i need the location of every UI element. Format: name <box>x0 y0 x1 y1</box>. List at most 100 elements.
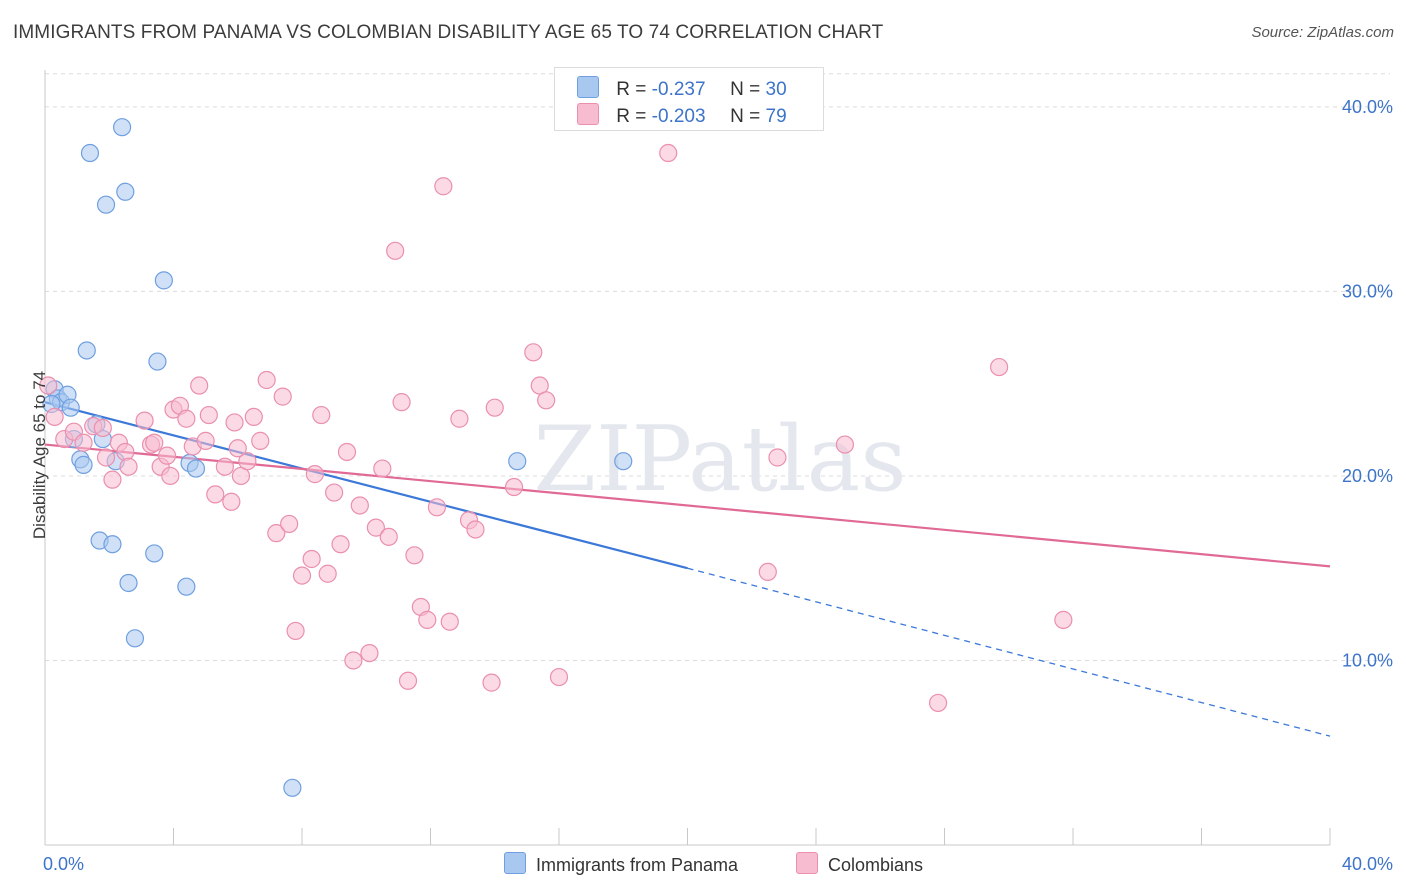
point-colombians <box>103 470 122 489</box>
y-tick-label: 30.0% <box>1342 281 1393 301</box>
point-colombians <box>504 477 524 497</box>
bottom-legend-label-colombians: Colombians <box>828 855 924 875</box>
point-colombians <box>337 442 357 462</box>
point-colombians <box>344 651 363 670</box>
legend-row-colombians: R = -0.203 N = 79 <box>577 103 787 128</box>
legend-r-value: -0.237 <box>651 79 706 100</box>
point-panama <box>283 778 302 797</box>
legend-n-label: N = <box>730 106 761 127</box>
trend-line-0 <box>44 401 688 570</box>
point-colombians <box>119 457 138 476</box>
point-panama <box>508 452 527 471</box>
point-colombians <box>990 357 1009 377</box>
point-colombians <box>196 431 215 450</box>
point-colombians <box>228 439 247 458</box>
legend-r-label: R = <box>616 79 647 100</box>
legend-n-label: N = <box>730 79 761 100</box>
point-colombians <box>292 566 312 585</box>
y-tick-label: 10.0% <box>1342 650 1393 670</box>
point-colombians <box>93 418 112 438</box>
point-colombians <box>405 546 424 565</box>
point-colombians <box>302 549 321 569</box>
point-colombians <box>659 143 678 163</box>
point-colombians <box>360 643 379 663</box>
point-panama <box>77 341 96 360</box>
trend-line-extension-0 <box>687 567 1331 737</box>
point-colombians <box>199 405 218 425</box>
point-colombians <box>157 446 177 465</box>
point-panama <box>116 182 135 201</box>
y-axis-label: Disability Age 65 to 74 <box>30 370 49 540</box>
point-colombians <box>434 177 453 196</box>
legend-swatch-panama <box>577 76 599 98</box>
point-colombians <box>768 448 787 467</box>
point-colombians <box>928 693 948 713</box>
bottom-legend-colombians: Colombians <box>796 852 923 876</box>
point-colombians <box>305 465 324 484</box>
legend-r-value: -0.203 <box>651 106 706 127</box>
point-colombians <box>257 370 276 390</box>
point-colombians <box>350 496 369 515</box>
watermark: ZIPatlas <box>533 407 906 512</box>
point-colombians <box>74 433 93 452</box>
point-colombians <box>238 452 257 471</box>
point-colombians <box>482 673 501 692</box>
legend-swatch-colombians <box>577 103 599 125</box>
bottom-legend-swatch-colombians <box>796 852 818 874</box>
point-panama <box>96 195 116 214</box>
y-tick-label: 20.0% <box>1342 466 1393 486</box>
point-colombians <box>312 405 331 425</box>
point-colombians <box>39 376 58 395</box>
point-colombians <box>222 492 241 511</box>
point-panama <box>74 455 93 474</box>
point-colombians <box>251 431 270 450</box>
point-colombians <box>1054 610 1073 629</box>
point-colombians <box>537 391 556 410</box>
point-panama <box>125 629 145 648</box>
point-panama <box>80 143 100 163</box>
x-tick-label-max: 40.0% <box>1342 854 1393 874</box>
point-colombians <box>96 448 116 467</box>
point-panama <box>614 452 633 471</box>
point-colombians <box>549 667 569 687</box>
point-panama <box>177 577 196 596</box>
point-colombians <box>190 376 209 395</box>
legend-n-value: 30 <box>765 79 787 100</box>
point-colombians <box>392 393 411 412</box>
point-panama <box>103 535 122 554</box>
legend-n-value: 79 <box>765 106 787 127</box>
point-colombians <box>524 343 543 362</box>
point-colombians <box>225 413 244 432</box>
bottom-legend-label-panama: Immigrants from Panama <box>536 855 739 875</box>
point-panama <box>148 352 167 371</box>
point-panama <box>61 398 80 417</box>
legend-row-panama: R = -0.237 N = 30 <box>577 76 787 101</box>
point-colombians <box>466 520 485 539</box>
point-panama <box>112 118 132 137</box>
point-panama <box>186 459 206 478</box>
point-colombians <box>116 442 135 462</box>
point-panama <box>119 573 138 593</box>
bottom-legend-swatch-panama <box>504 852 526 874</box>
point-colombians <box>45 407 64 427</box>
point-colombians <box>267 524 286 543</box>
point-colombians <box>286 621 305 641</box>
point-colombians <box>145 433 164 452</box>
point-colombians <box>318 564 337 583</box>
y-tick-label: 40.0% <box>1342 97 1393 117</box>
point-colombians <box>273 387 292 406</box>
point-colombians <box>386 241 405 260</box>
point-colombians <box>135 411 154 430</box>
point-colombians <box>450 409 469 428</box>
point-colombians <box>244 407 263 427</box>
bottom-legend-panama: Immigrants from Panama <box>504 852 738 876</box>
chart-title: IMMIGRANTS FROM PANAMA VS COLOMBIAN DISA… <box>13 22 884 43</box>
point-colombians <box>758 562 777 582</box>
x-tick-label-min: 0.0% <box>43 854 84 874</box>
point-colombians <box>161 466 180 486</box>
point-colombians <box>398 671 418 690</box>
point-colombians <box>835 435 855 454</box>
legend-r-label: R = <box>616 106 647 127</box>
point-colombians <box>485 398 504 417</box>
